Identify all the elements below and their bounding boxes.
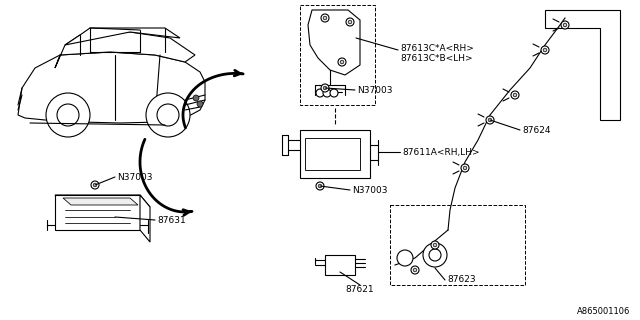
Circle shape: [397, 250, 413, 266]
Text: 87631: 87631: [157, 215, 186, 225]
Circle shape: [348, 20, 352, 24]
Text: 87611A<RH,LH>: 87611A<RH,LH>: [402, 148, 479, 156]
Circle shape: [541, 46, 549, 54]
Circle shape: [431, 241, 439, 249]
Text: 87624: 87624: [522, 125, 550, 134]
Bar: [325, 255, 355, 275]
Circle shape: [323, 89, 331, 97]
Circle shape: [561, 21, 569, 29]
Circle shape: [411, 266, 419, 274]
Circle shape: [429, 249, 441, 261]
Circle shape: [330, 89, 338, 97]
Circle shape: [543, 48, 547, 52]
Circle shape: [316, 182, 324, 190]
Circle shape: [318, 184, 322, 188]
Circle shape: [433, 243, 437, 247]
Text: 87623: 87623: [447, 276, 476, 284]
Circle shape: [486, 116, 494, 124]
Polygon shape: [65, 28, 180, 45]
Text: N37003: N37003: [352, 186, 387, 195]
Circle shape: [461, 164, 469, 172]
Circle shape: [93, 183, 97, 187]
Circle shape: [463, 166, 467, 170]
Bar: [300, 130, 370, 178]
Text: 87621: 87621: [346, 285, 374, 294]
Circle shape: [146, 93, 190, 137]
Polygon shape: [308, 10, 360, 75]
Circle shape: [91, 181, 99, 189]
Circle shape: [197, 101, 203, 107]
Polygon shape: [55, 32, 195, 68]
Bar: [305, 138, 360, 170]
Circle shape: [57, 104, 79, 126]
Text: 87613C*B<LH>: 87613C*B<LH>: [400, 53, 472, 62]
Circle shape: [423, 243, 447, 267]
Circle shape: [323, 16, 327, 20]
Polygon shape: [140, 195, 150, 242]
Circle shape: [511, 91, 519, 99]
Circle shape: [513, 93, 517, 97]
Circle shape: [323, 86, 327, 90]
Circle shape: [413, 268, 417, 272]
Circle shape: [488, 118, 492, 122]
Text: N37003: N37003: [117, 172, 152, 181]
Circle shape: [46, 93, 90, 137]
Text: A865001106: A865001106: [577, 308, 630, 316]
Circle shape: [563, 23, 567, 27]
Circle shape: [321, 14, 329, 22]
Polygon shape: [545, 10, 620, 120]
Circle shape: [338, 58, 346, 66]
Polygon shape: [55, 195, 150, 207]
Bar: [300, 5, 375, 105]
Circle shape: [316, 89, 324, 97]
Bar: [390, 205, 525, 285]
Polygon shape: [55, 195, 140, 230]
Polygon shape: [63, 198, 138, 205]
Circle shape: [193, 95, 199, 101]
Circle shape: [157, 104, 179, 126]
Circle shape: [346, 18, 354, 26]
Polygon shape: [18, 52, 205, 123]
Circle shape: [340, 60, 344, 64]
Text: N37003: N37003: [357, 85, 392, 94]
Circle shape: [321, 84, 329, 92]
Text: 87613C*A<RH>: 87613C*A<RH>: [400, 44, 474, 52]
